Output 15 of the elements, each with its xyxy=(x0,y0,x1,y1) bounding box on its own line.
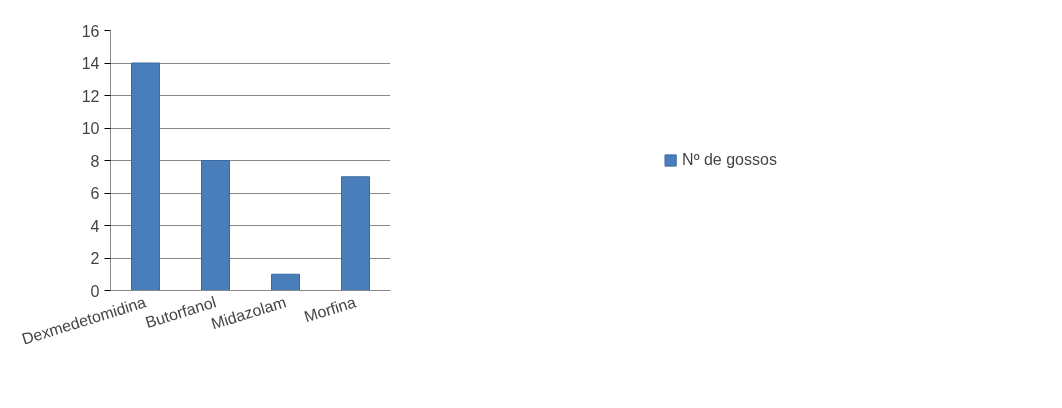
y-tick-label: 12 xyxy=(81,87,100,105)
bar xyxy=(131,62,160,291)
y-tick-label: 6 xyxy=(90,185,100,202)
y-tick-label: 8 xyxy=(90,152,100,170)
x-tick-label: Morfina xyxy=(302,293,359,326)
y-tick-label: 14 xyxy=(81,55,100,72)
y-tick-label: 2 xyxy=(90,250,100,267)
bar xyxy=(341,176,370,291)
y-tick-label: 0 xyxy=(90,282,100,300)
legend-label: Nº de gossos xyxy=(682,151,777,169)
y-tick-label: 4 xyxy=(90,217,100,235)
bar xyxy=(201,160,230,291)
y-tick-label: 16 xyxy=(81,22,100,40)
y-tick-label: 10 xyxy=(81,120,100,137)
bar xyxy=(271,273,300,291)
